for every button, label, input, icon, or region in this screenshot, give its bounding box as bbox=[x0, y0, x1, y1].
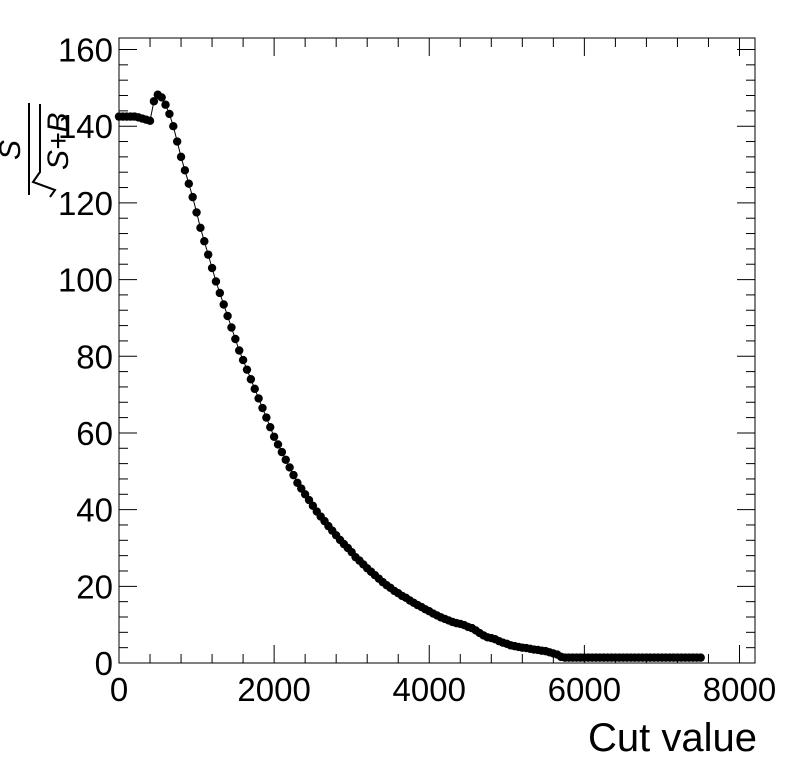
data-point bbox=[200, 237, 209, 246]
y-axis-label: S S+B bbox=[0, 103, 75, 198]
data-point bbox=[157, 93, 166, 102]
data-point bbox=[289, 470, 298, 480]
y-axis-label-sqrt-sign bbox=[31, 104, 57, 198]
data-point bbox=[235, 346, 244, 355]
data-point bbox=[184, 179, 194, 188]
data-point bbox=[207, 263, 217, 273]
data-point bbox=[696, 653, 705, 662]
data-point bbox=[169, 121, 178, 131]
data-point bbox=[238, 355, 248, 365]
data-point bbox=[161, 100, 170, 109]
data-point bbox=[149, 97, 159, 106]
x-tick-label: 6000 bbox=[548, 671, 621, 708]
y-axis-label-numerator: S bbox=[0, 140, 27, 160]
y-tick-label: 60 bbox=[76, 415, 113, 452]
y-axis-label-denominator: S+B bbox=[42, 112, 75, 170]
data-point bbox=[227, 323, 236, 332]
data-point bbox=[165, 109, 174, 119]
data-point bbox=[262, 413, 271, 422]
data-point bbox=[269, 432, 279, 441]
data-point bbox=[211, 277, 221, 286]
data-point bbox=[203, 250, 213, 259]
y-tick-label: 20 bbox=[76, 568, 113, 605]
y-tick-label: 120 bbox=[58, 185, 113, 222]
y-tick-label: 140 bbox=[58, 108, 113, 145]
data-point bbox=[180, 166, 190, 175]
plot-frame bbox=[118, 37, 756, 664]
data-point bbox=[242, 365, 252, 374]
y-tick-label: 100 bbox=[58, 262, 113, 299]
data-point bbox=[266, 422, 275, 432]
axis-ticks bbox=[118, 38, 755, 664]
x-tick-label: 2000 bbox=[237, 671, 310, 708]
x-tick-label: 8000 bbox=[703, 671, 776, 708]
data-point bbox=[254, 394, 263, 403]
data-point bbox=[273, 440, 283, 449]
data-point bbox=[231, 334, 240, 344]
data-point bbox=[223, 311, 232, 321]
data-point bbox=[192, 208, 201, 217]
data-point bbox=[188, 192, 197, 202]
tick-labels: 0 2000 4000 6000 8000 0 20 40 60 80 100 120 140 160 bbox=[58, 32, 776, 708]
y-tick-label: 0 bbox=[95, 645, 113, 682]
data-point bbox=[258, 403, 267, 413]
y-tick-label: 160 bbox=[58, 32, 113, 69]
data-point bbox=[145, 116, 155, 126]
x-tick-label: 4000 bbox=[393, 671, 466, 708]
data-point bbox=[215, 288, 225, 298]
y-tick-label: 40 bbox=[76, 492, 113, 529]
data-point bbox=[246, 375, 256, 384]
data-point bbox=[176, 152, 186, 162]
x-tick-label: 0 bbox=[110, 671, 128, 708]
data-point bbox=[172, 137, 182, 146]
y-tick-label: 80 bbox=[76, 338, 113, 375]
data-point bbox=[219, 300, 228, 309]
series-line bbox=[119, 93, 701, 659]
x-axis-label: Cut value bbox=[588, 716, 757, 760]
data-point bbox=[277, 447, 287, 457]
data-point bbox=[285, 463, 294, 472]
data-point bbox=[250, 384, 259, 394]
data-points bbox=[114, 90, 705, 662]
data-point bbox=[196, 223, 205, 233]
data-point bbox=[281, 455, 290, 464]
